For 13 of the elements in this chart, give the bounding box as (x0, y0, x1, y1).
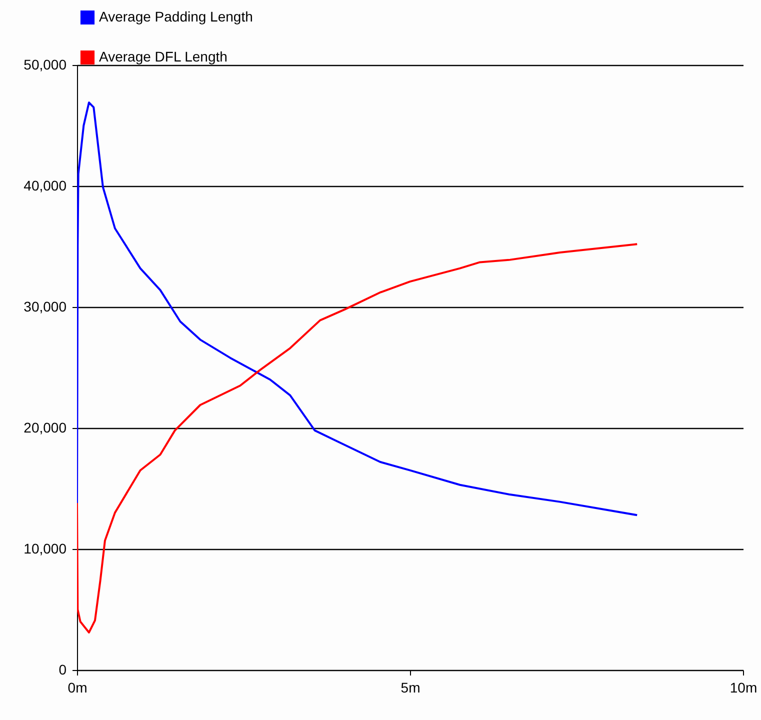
x-tick-label: 5m (400, 680, 420, 696)
y-tick-label: 20,000 (24, 420, 67, 436)
y-tick-label: 50,000 (24, 56, 67, 72)
y-tick-label: 30,000 (24, 298, 67, 314)
x-tick-label: 10m (730, 680, 758, 696)
line-series (77, 102, 638, 516)
y-tick-label: 10,000 (24, 540, 67, 556)
line-series (77, 243, 638, 634)
x-tick-label: 0m (68, 680, 88, 696)
y-tick-label: 40,000 (24, 178, 67, 194)
legend-label: Average Padding Length (99, 8, 253, 24)
legend-label: Average DFL Length (99, 48, 228, 64)
y-tick-label: 0 (58, 662, 67, 678)
